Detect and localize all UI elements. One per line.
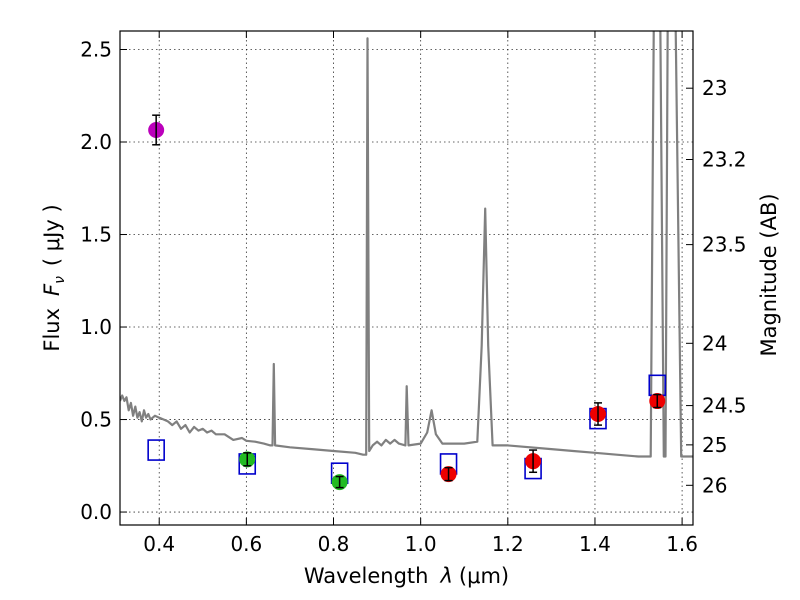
- x-tick-label: 1.2: [492, 532, 524, 556]
- model-spectrum-line: [120, 31, 693, 458]
- x-axis-title: Wavelength λ (μm): [304, 564, 509, 588]
- model-band-box: [147, 439, 165, 461]
- x-tick-label: 1.0: [405, 532, 437, 556]
- x-axis-ticks: 0.4 0.6 0.8 1.0 1.2 1.4 1.6: [143, 31, 698, 556]
- y2-tick-label: 25: [702, 433, 727, 457]
- y-tick-label: 0.5: [80, 408, 112, 432]
- photometry-point: [148, 114, 165, 146]
- y2-tick-label: 23: [702, 76, 727, 100]
- y-axis-ticks: 0.0 0.5 1.0 1.5 2.0 2.5: [80, 38, 127, 524]
- photometry-point: [525, 449, 542, 474]
- photometry-point: [239, 451, 256, 468]
- x-tick-label: 1.4: [579, 532, 611, 556]
- y2-tick-label: 23.5: [702, 233, 747, 257]
- y2-tick-label: 24: [702, 331, 727, 355]
- y2-axis-title: Magnitude (AB): [757, 193, 781, 356]
- photometry-point: [331, 474, 348, 491]
- y2-tick-label: 24.5: [702, 394, 747, 418]
- photometry-point: [590, 402, 607, 426]
- y2-tick-label: 23.2: [702, 148, 747, 172]
- y-tick-label: 1.5: [80, 223, 112, 247]
- y2-tick-label: 26: [702, 473, 727, 497]
- x-tick-label: 0.6: [230, 532, 262, 556]
- model-spectrum-layer: [120, 31, 693, 458]
- x-tick-label: 0.4: [143, 532, 175, 556]
- observed-photometry-layer: [148, 114, 666, 491]
- y2-axis-ticks: 23 23.2 23.5 24 24.5 25 26: [686, 76, 747, 497]
- photometry-point: [649, 393, 666, 410]
- x-tick-label: 0.8: [318, 532, 350, 556]
- grid: [120, 31, 693, 525]
- y-tick-label: 0.0: [80, 500, 112, 524]
- y-tick-label: 2.5: [80, 38, 112, 62]
- y-tick-label: 2.0: [80, 130, 112, 154]
- y-axis-title: FluxFν( μJy ): [40, 204, 68, 351]
- x-tick-label: 1.6: [666, 532, 698, 556]
- y-tick-label: 1.0: [80, 315, 112, 339]
- photometry-point: [440, 466, 457, 483]
- plot-frame: [119, 30, 694, 526]
